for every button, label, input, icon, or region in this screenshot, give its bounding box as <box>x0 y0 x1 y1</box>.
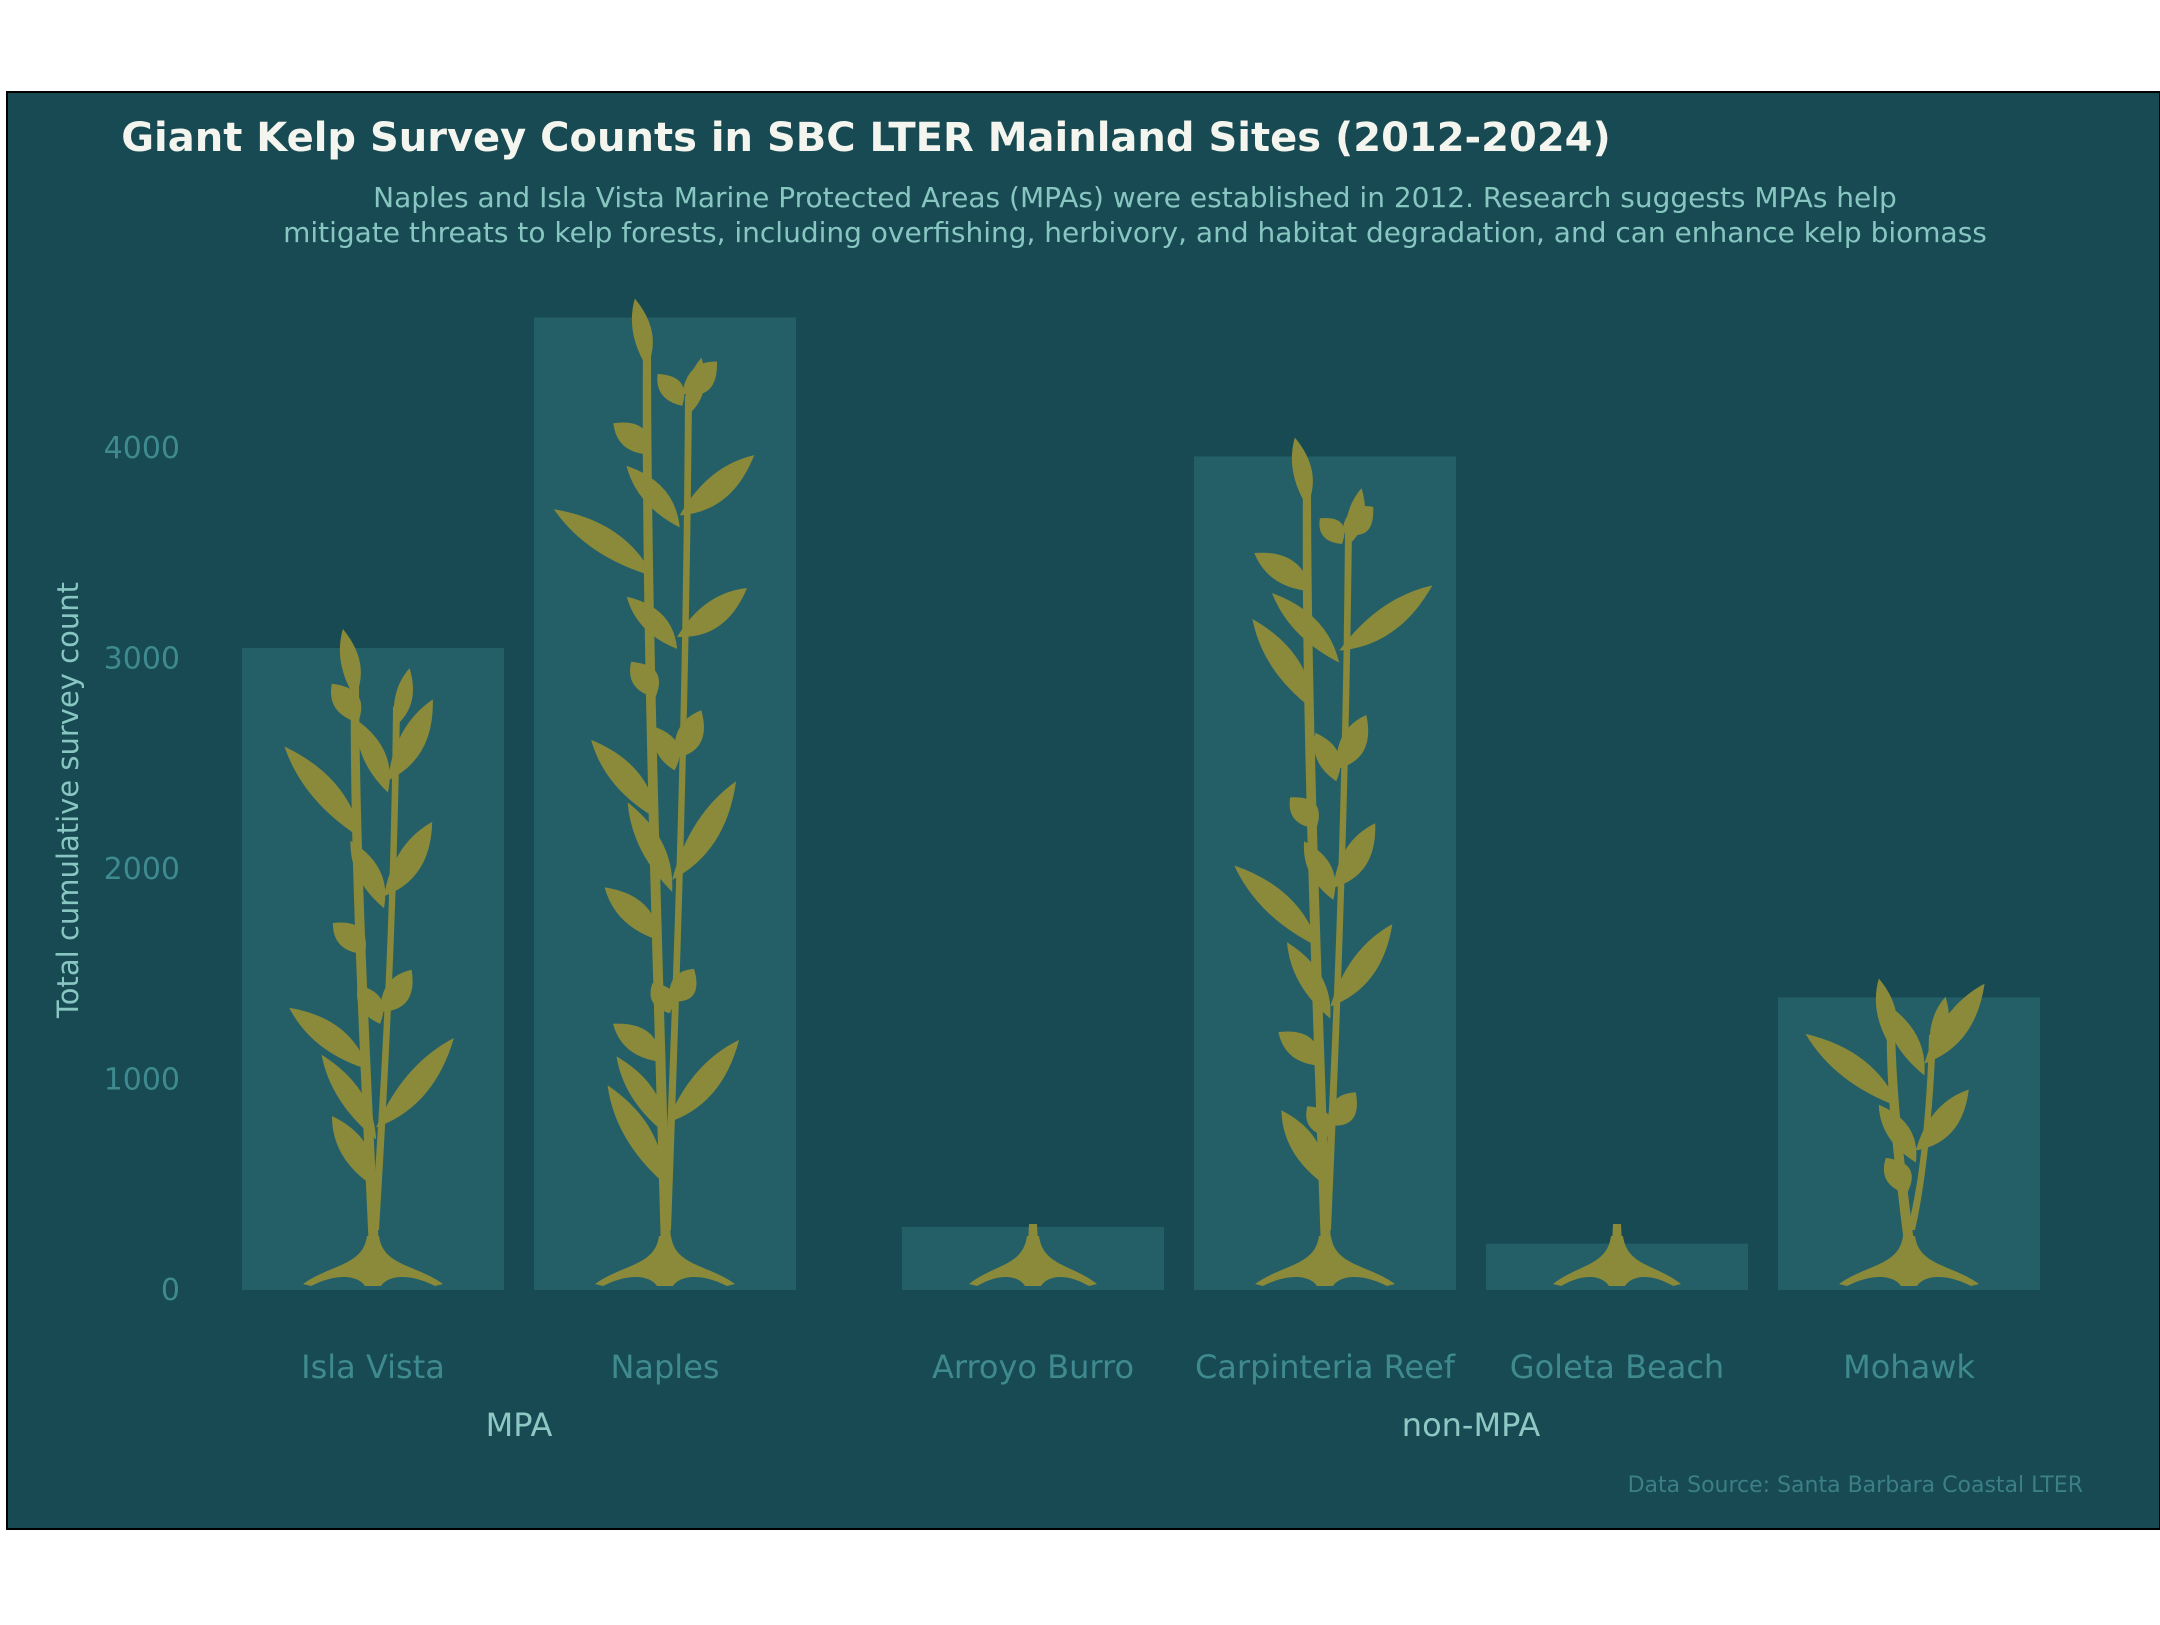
kelp-goleta-beach <box>1553 1224 1681 1286</box>
kelp-carpinteria-reef <box>1234 437 1433 1286</box>
group-label-non-mpa: non-MPA <box>1402 1406 1541 1444</box>
y-tick-label-3000: 3000 <box>104 642 180 677</box>
kelp-isla-vista <box>284 629 454 1286</box>
chart-subtitle-line-2: mitigate threats to kelp forests, includ… <box>283 216 1987 249</box>
x-tick-label-mohawk: Mohawk <box>1843 1348 1975 1386</box>
y-tick-label-4000: 4000 <box>104 431 180 466</box>
kelp-naples <box>553 298 755 1286</box>
x-axis-ticks: Isla Vista Naples Arroyo Burro Carpinteria … <box>301 1348 1975 1386</box>
kelp-illustrations <box>284 298 1985 1286</box>
y-tick-label-0: 0 <box>161 1273 180 1308</box>
kelp-arroyo-burro <box>969 1224 1097 1286</box>
group-label-mpa: MPA <box>486 1406 553 1444</box>
y-axis-label: Total cumulative survey count <box>51 582 85 1019</box>
x-tick-label-goleta-beach: Goleta Beach <box>1510 1348 1724 1386</box>
data-source-note: Data Source: Santa Barbara Coastal LTER <box>1628 1473 2083 1498</box>
chart-subtitle-line-1: Naples and Isla Vista Marine Protected A… <box>373 181 1897 214</box>
x-axis-group-labels: MPA non-MPA <box>486 1406 1541 1444</box>
x-tick-label-isla-vista: Isla Vista <box>301 1348 445 1386</box>
x-tick-label-arroyo-burro: Arroyo Burro <box>932 1348 1134 1386</box>
kelp-mohawk <box>1805 978 1985 1286</box>
x-tick-label-naples: Naples <box>610 1348 719 1386</box>
y-axis-ticks: 0 1000 2000 3000 4000 <box>104 431 180 1308</box>
x-tick-label-carpinteria-reef: Carpinteria Reef <box>1195 1348 1456 1386</box>
chart-title: Giant Kelp Survey Counts in SBC LTER Mai… <box>121 115 1611 161</box>
y-tick-label-1000: 1000 <box>104 1063 180 1098</box>
y-tick-label-2000: 2000 <box>104 852 180 887</box>
